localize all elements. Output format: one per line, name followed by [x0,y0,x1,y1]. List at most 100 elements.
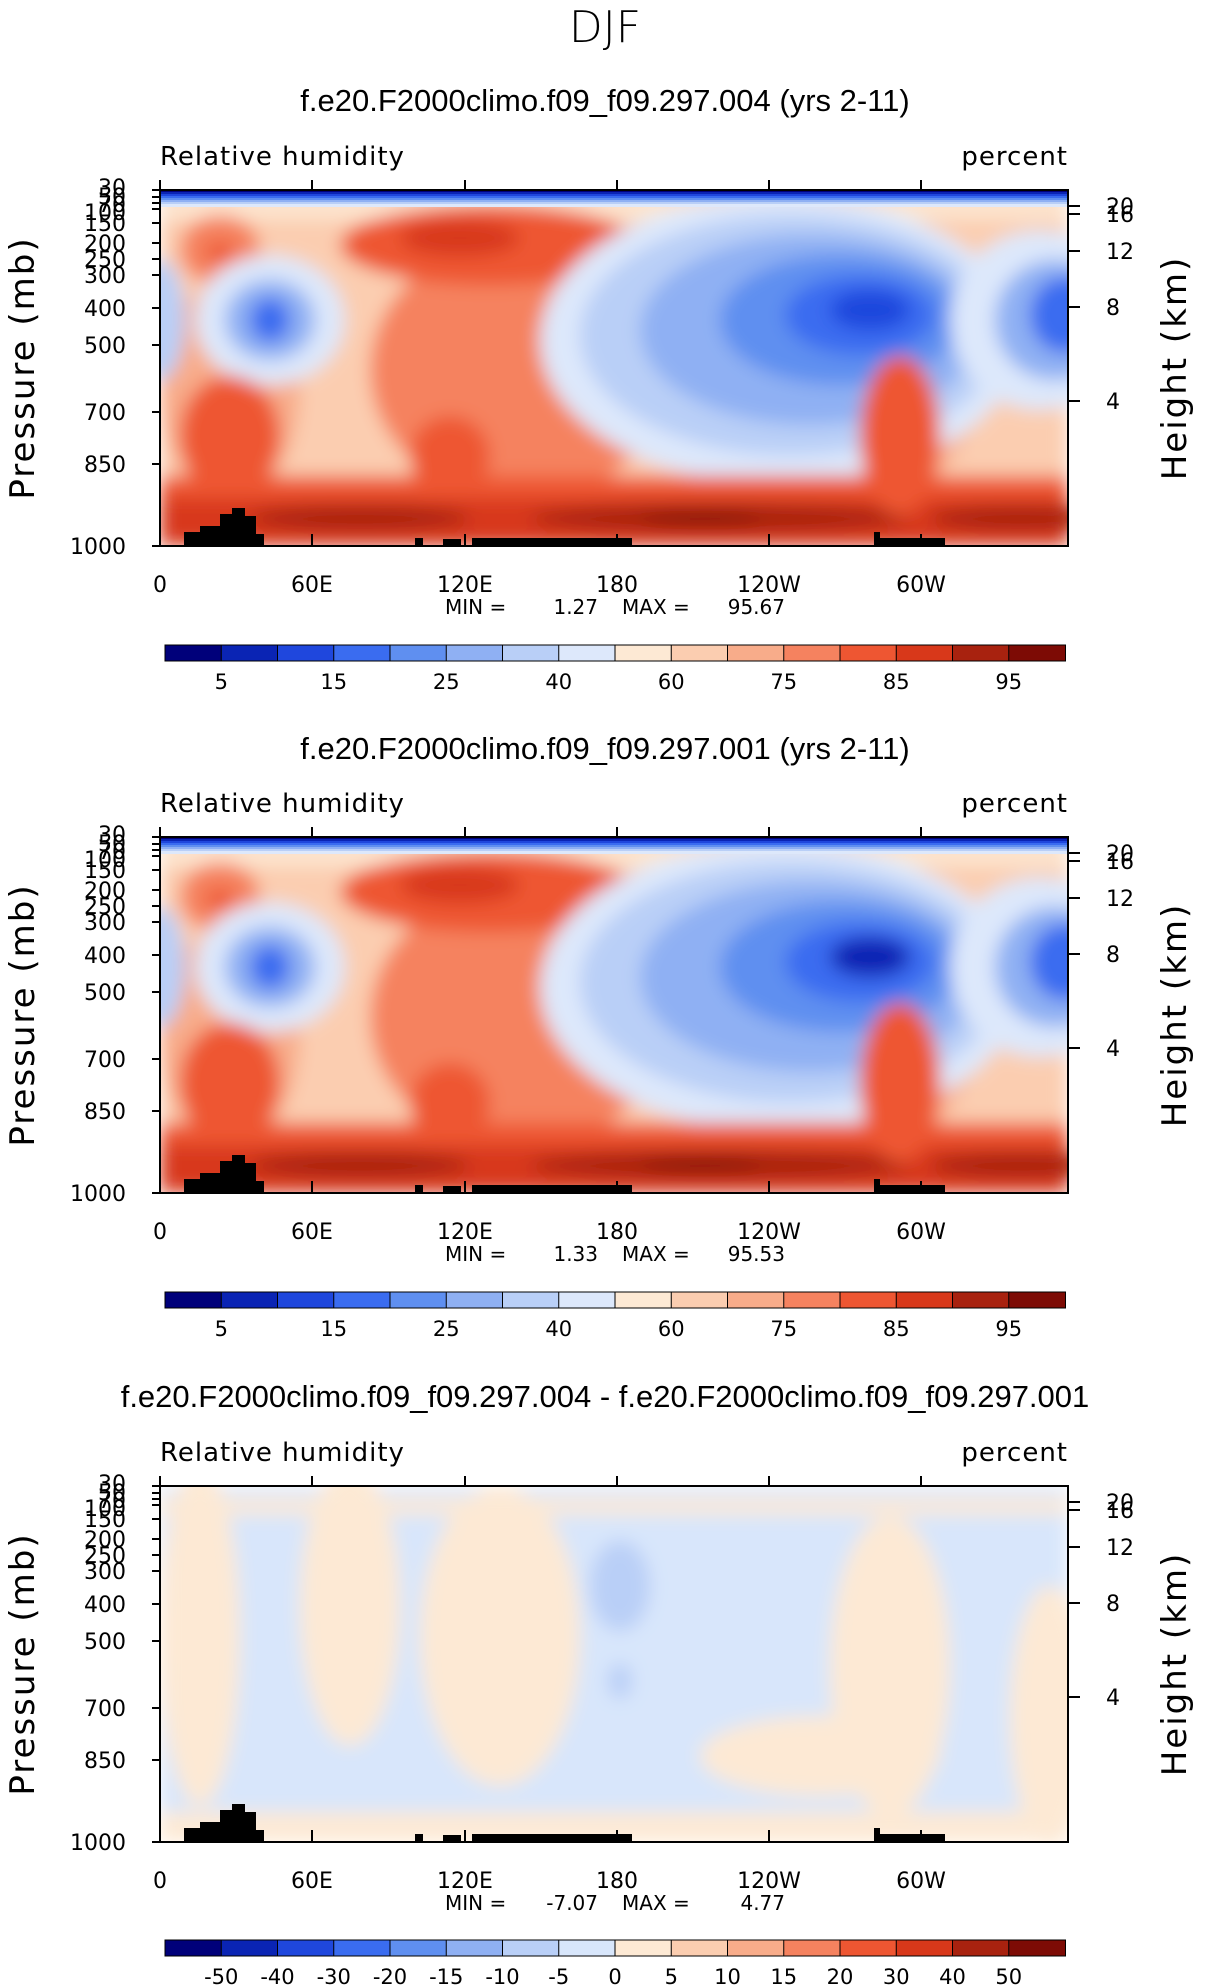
min-value: 1.33 [553,1242,598,1266]
y-tick-label: 300 [84,264,126,289]
colorbar-swatch [445,1939,504,1957]
y2-tick-label: 16 [1106,203,1134,228]
variable-label: Relative humidity [160,789,405,819]
terrain [443,1186,461,1193]
terrain [472,1185,632,1193]
terrain [184,1155,264,1193]
colorbar-label: 5 [215,670,228,694]
x-tick-label: 0 [153,1220,167,1245]
y-tick-label: 200 [84,1528,126,1553]
colorbar-swatch [502,644,560,662]
x-tick-label: 120E [437,573,493,598]
y-axis-label: Pressure (mb) [3,883,43,1146]
y2-tick-label: 4 [1106,1037,1120,1062]
y-tick-label: 850 [84,1100,126,1125]
x-tick-label: 180 [596,1220,638,1245]
x-tick-label: 0 [153,573,167,598]
colorbar-swatch [839,644,898,662]
units-label: percent [961,789,1068,819]
colorbar-label: -15 [429,1965,463,1987]
contour-field [160,1486,1068,1842]
y-tick-label: 150 [84,212,126,237]
colorbar-swatch [558,644,616,662]
terrain [880,1185,945,1193]
y-tick-label: 70 [98,840,126,865]
colorbar-label: 85 [883,1317,910,1341]
colorbar-swatch [333,644,391,662]
colorbar-label: -50 [204,1965,238,1987]
figure-title: DJF [569,2,641,53]
y2-tick-label: 16 [1106,850,1134,875]
y2-tick-label: 8 [1106,296,1120,321]
colorbar-label: 40 [545,670,572,694]
colorbar: -50 -40 -30 -20 -15 -10 -5 0 5 10 15 20 30 40 50 [164,1939,1066,1987]
colorbar-swatch [783,644,841,662]
x-tick-label: 120W [737,573,801,598]
colorbar-swatch [333,1291,391,1309]
y-tick-label: 30 [98,176,126,201]
y-tick-label: 700 [84,1697,126,1722]
colorbar-swatch [952,1939,1010,1957]
chart-title: f.e20.F2000climo.f09_f09.297.001 (yrs 2-… [300,731,909,766]
y-tick-label: 250 [84,248,126,273]
x-tick-label: 60W [896,573,946,598]
y-tick-label: 30 [98,1472,126,1497]
chart-title: f.e20.F2000climo.f09_f09.297.004 - f.e20… [121,1379,1090,1414]
colorbar-swatch [952,644,1010,662]
y-tick-label: 500 [84,981,126,1006]
y-tick-label: 50 [98,185,126,210]
x-tick-label: 120E [437,1220,493,1245]
y-tick-label: 100 [84,1497,126,1522]
colorbar-swatch [895,1939,954,1957]
y-tick-label: 700 [84,1048,126,1073]
colorbar-swatch [670,644,729,662]
y-tick-label: 250 [84,1544,126,1569]
plot-frame [159,1485,1069,1843]
terrain [880,1834,945,1842]
y-tick-label: 100 [84,848,126,873]
colorbar-label: 5 [665,1965,678,1987]
terrain [415,538,423,546]
y-tick-label: 70 [98,1489,126,1514]
x-tick-label: 120E [437,1869,493,1894]
x-tick-label: 120W [737,1220,801,1245]
colorbar-label: -5 [548,1965,569,1987]
colorbar-label: -20 [373,1965,407,1987]
colorbar-label: 15 [320,670,347,694]
colorbar-label: 25 [433,670,460,694]
colorbar-label: 20 [827,1965,854,1987]
min-label: MIN = [445,595,506,619]
y2-tick-label: 20 [1106,1491,1134,1516]
colorbar-swatch [614,1939,673,1957]
max-value: 95.67 [728,595,785,619]
y-tick-label: 400 [84,1593,126,1618]
y2-tick-label: 8 [1106,1592,1120,1617]
variable-label: Relative humidity [160,1438,405,1468]
y-tick-label: 300 [84,1560,126,1585]
colorbar-swatch [895,1291,954,1309]
colorbar-swatch [727,1939,785,1957]
colorbar-swatch [1008,1939,1066,1957]
colorbar-label: 95 [995,1317,1022,1341]
terrain [415,1834,423,1842]
x-tick-label: 0 [153,1869,167,1894]
y2-tick-label: 12 [1106,887,1134,912]
colorbar-swatch [389,644,448,662]
colorbar-swatch [164,644,223,662]
y-tick-label: 200 [84,232,126,257]
colorbar-label: 50 [995,1965,1022,1987]
colorbar: 5 15 25 40 60 75 85 95 [164,644,1066,694]
chart-panel-3: f.e20.F2000climo.f09_f09.297.004 - f.e20… [3,1379,1195,1987]
x-tick-label: 60E [291,573,333,598]
y-tick-label: 500 [84,1630,126,1655]
colorbar-label: 0 [608,1965,621,1987]
colorbar-label: 40 [545,1317,572,1341]
colorbar-label: -40 [260,1965,294,1987]
colorbar-swatch [502,1939,560,1957]
y2-tick-label: 20 [1106,195,1134,220]
colorbar-label: 10 [714,1965,741,1987]
y2-axis-label: Height (km) [1155,256,1195,481]
colorbar-label: 75 [770,670,797,694]
x-tick-label: 60W [896,1869,946,1894]
colorbar-swatch [502,1291,560,1309]
